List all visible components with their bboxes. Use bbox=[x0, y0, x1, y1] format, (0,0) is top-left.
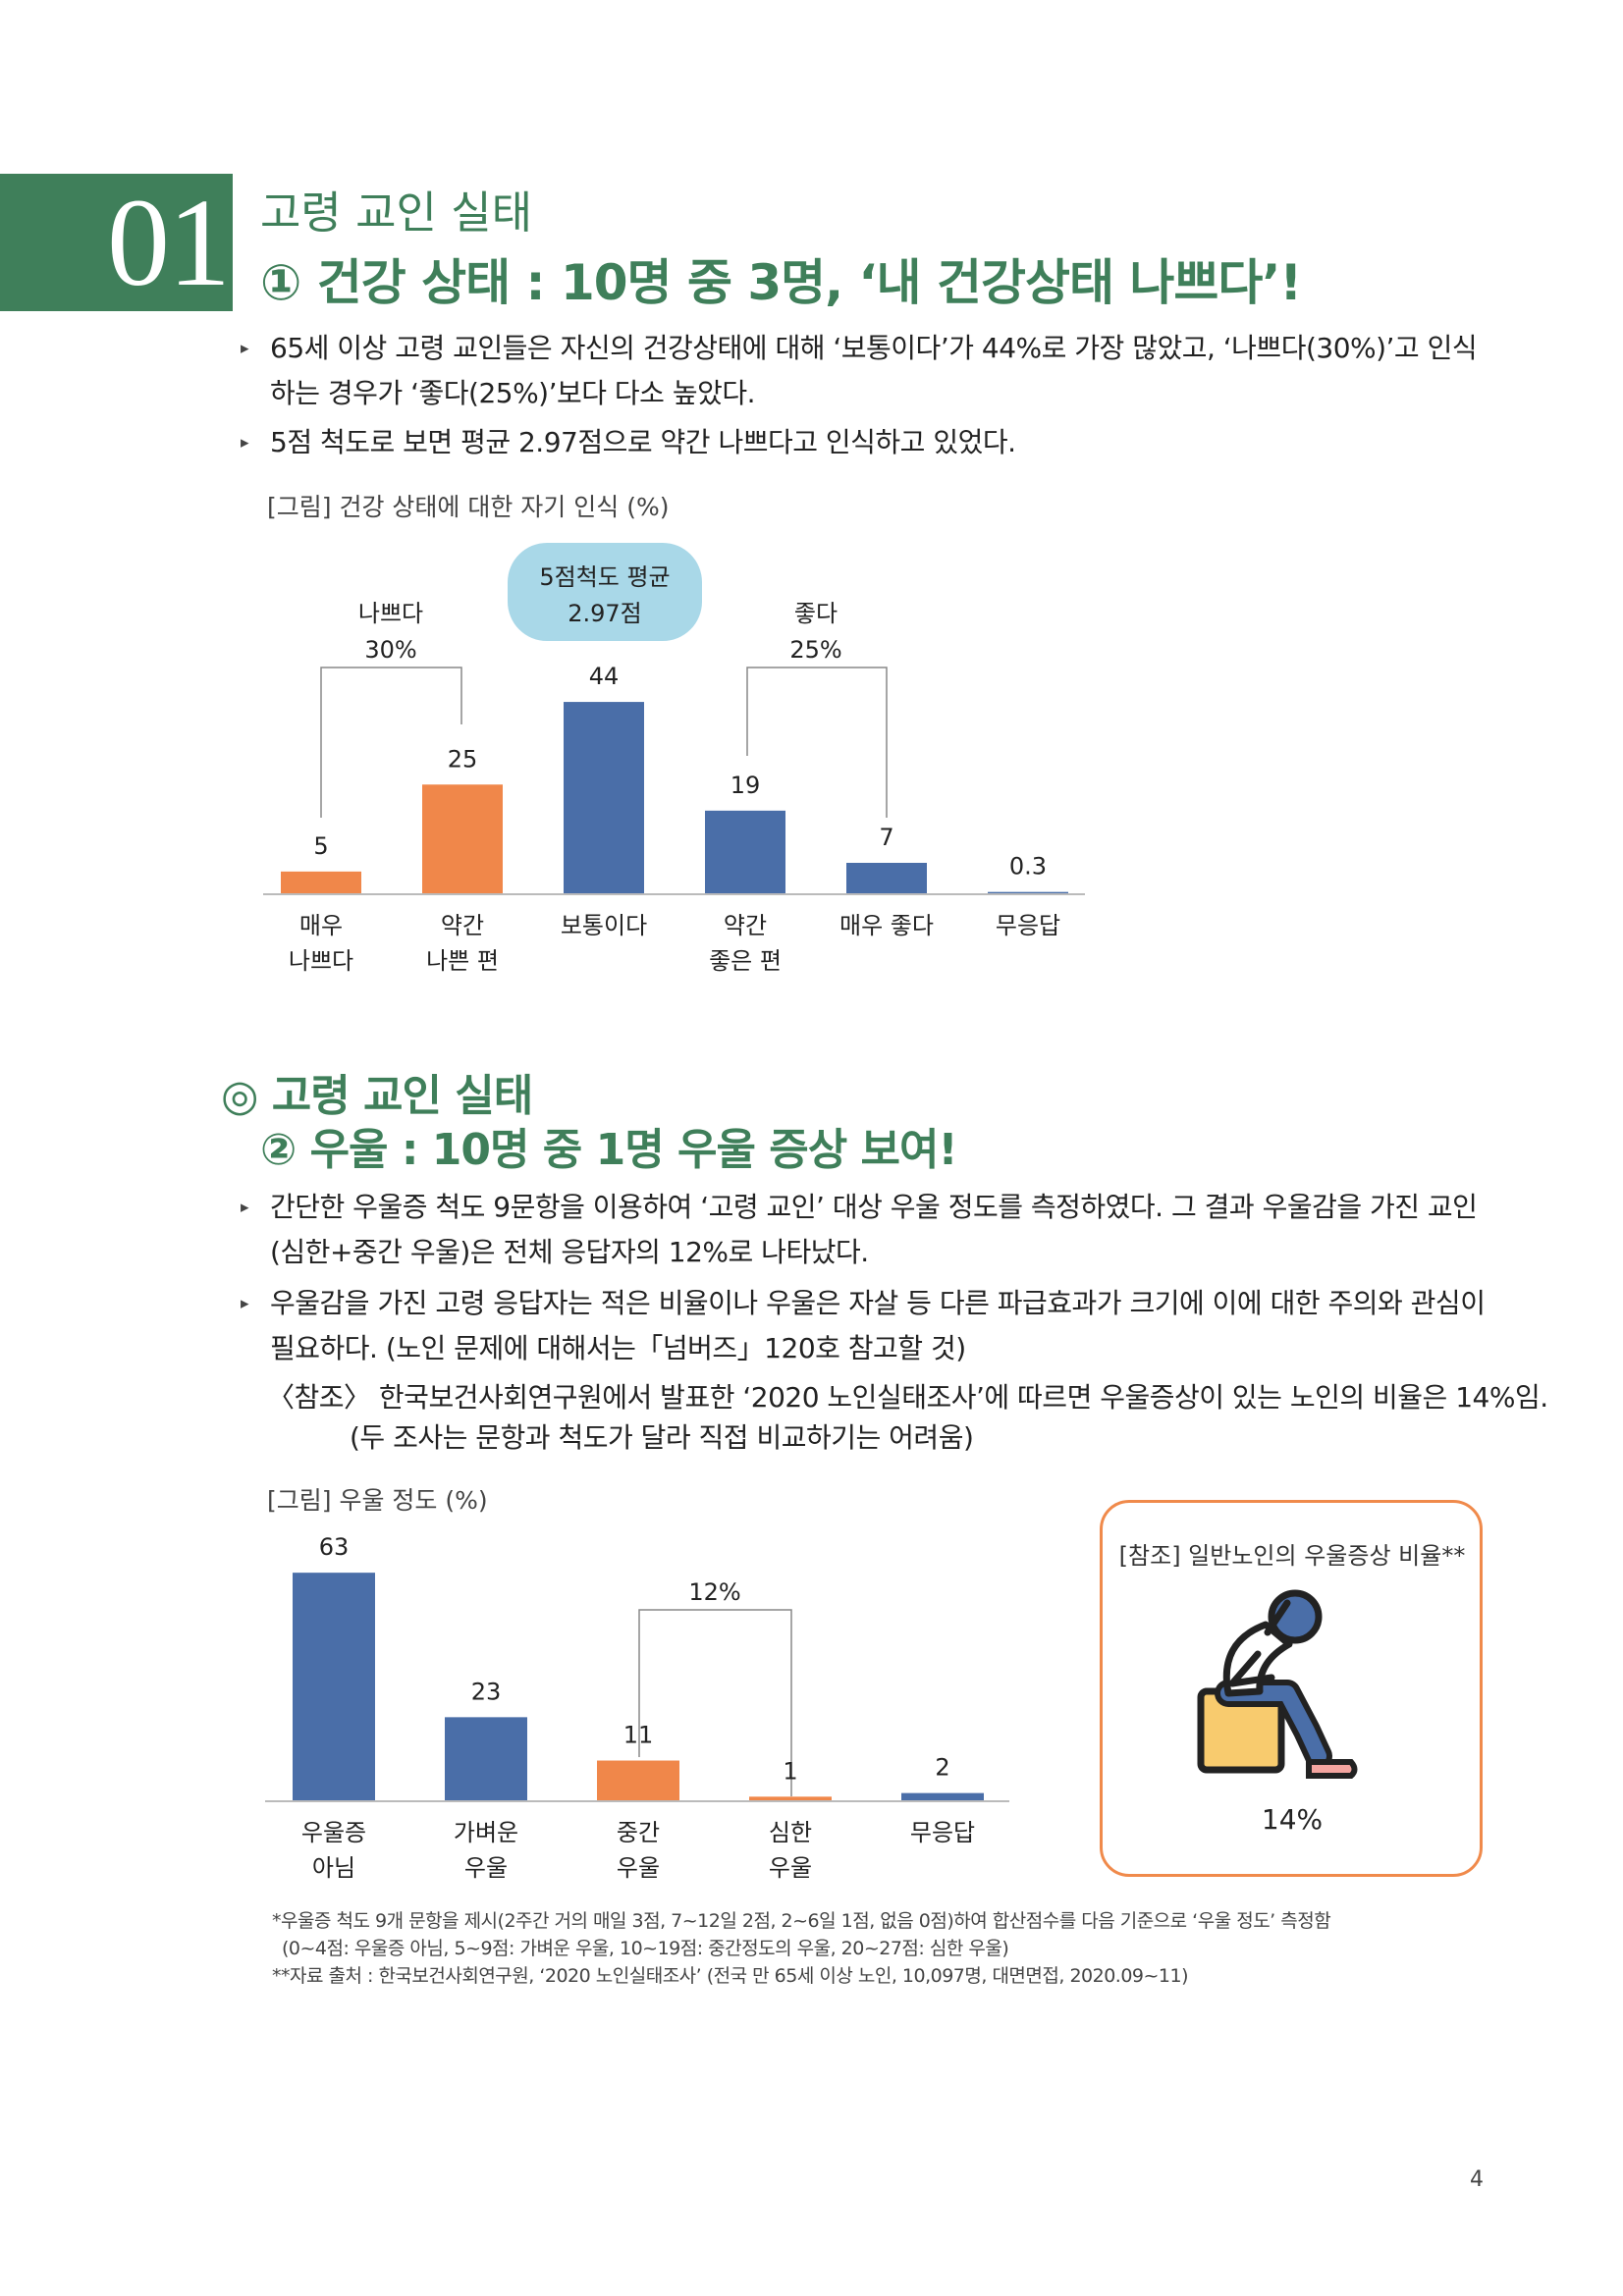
bullet-item: ▸ 65세 이상 고령 교인들은 자신의 건강상태에 대해 ‘보통이다’가 44… bbox=[241, 326, 1488, 416]
bullet-text: 우울감을 가진 고령 응답자는 적은 비율이나 우울은 자살 등 다른 파급효과… bbox=[270, 1287, 1486, 1364]
chart2-value-label: 11 bbox=[623, 1722, 654, 1749]
bad-group-pct: 30% bbox=[364, 636, 416, 664]
reference-box-value: 14% bbox=[1261, 1803, 1324, 1836]
section-number: 01 bbox=[0, 174, 233, 311]
bullet-text: 65세 이상 고령 교인들은 자신의 건강상태에 대해 ‘보통이다’가 44%로… bbox=[270, 332, 1478, 409]
chart1-category-label: 약간 bbox=[441, 912, 484, 939]
chart1-bar bbox=[422, 784, 503, 893]
bullet-item: ▸ 우울감을 가진 고령 응답자는 적은 비율이나 우울은 자살 등 다른 파급… bbox=[241, 1281, 1488, 1371]
average-label: 5점척도 평균 bbox=[539, 563, 670, 591]
chart1-value-label: 0.3 bbox=[1009, 853, 1047, 881]
chart1-category-label: 나쁜 편 bbox=[426, 947, 499, 975]
bad-group-label: 나쁘다 bbox=[358, 600, 423, 627]
bullet-item: ▸ 5점 척도로 보면 평균 2.97점으로 약간 나쁘다고 인식하고 있었다. bbox=[241, 420, 1488, 465]
chart1-value-label: 44 bbox=[589, 663, 620, 690]
average-bubble bbox=[508, 543, 702, 641]
chart1-bar bbox=[988, 891, 1068, 893]
reference-box: [참조] 일반노인의 우울증상 비율** 14% bbox=[1100, 1500, 1483, 1877]
chart1-category-label: 보통이다 bbox=[561, 912, 647, 939]
reference-box-title: [참조] 일반노인의 우울증상 비율** bbox=[1118, 1542, 1466, 1570]
chart1-value-label: 25 bbox=[448, 745, 478, 773]
bullet-text: 5점 척도로 보면 평균 2.97점으로 약간 나쁘다고 인식하고 있었다. bbox=[270, 426, 1016, 458]
depressed-bracket-pct: 12% bbox=[688, 1578, 740, 1606]
chart1-caption: [그림] 건강 상태에 대한 자기 인식 (%) bbox=[267, 493, 670, 521]
chart1-category-label: 매우 좋다 bbox=[839, 912, 934, 939]
chart2-category-label: 중간 bbox=[617, 1819, 660, 1846]
chart2-value-label: 63 bbox=[319, 1533, 350, 1561]
bullet-icon: ▸ bbox=[241, 433, 249, 453]
chart1-bar bbox=[846, 862, 927, 893]
chart2-category-label: 아님 bbox=[312, 1854, 355, 1882]
chart2-bar bbox=[597, 1760, 679, 1800]
chart1-category-label: 무응답 bbox=[996, 912, 1060, 939]
bullet-icon: ▸ bbox=[241, 339, 249, 358]
chart1-value-label: 5 bbox=[313, 832, 328, 860]
average-value: 2.97점 bbox=[568, 600, 642, 627]
bullet-item: ▸ 간단한 우울증 척도 9문항을 이용하여 ‘고령 교인’ 대상 우울 정도를… bbox=[241, 1185, 1488, 1275]
chart2-value-label: 2 bbox=[935, 1754, 949, 1782]
chart1-category-label: 매우 bbox=[299, 912, 343, 939]
chart2-category-label: 가벼운 bbox=[454, 1819, 518, 1846]
section2-title: ◎ 고령 교인 실태 bbox=[221, 1071, 533, 1121]
depressed-person-icon bbox=[1197, 1589, 1358, 1779]
chart2-bar bbox=[293, 1573, 375, 1800]
good-bracket bbox=[746, 667, 888, 818]
chart2-category-label: 우울증 bbox=[301, 1819, 366, 1846]
bad-bracket bbox=[320, 667, 462, 818]
good-group-label: 좋다 bbox=[794, 600, 838, 627]
chart1-value-label: 19 bbox=[730, 772, 761, 799]
chart1-bar bbox=[564, 702, 644, 893]
depressed-bracket bbox=[638, 1609, 792, 1796]
chart1-category-label: 좋은 편 bbox=[709, 947, 782, 975]
chart2-category-label: 무응답 bbox=[910, 1819, 975, 1846]
section2-subtitle: ② 우울 : 10명 중 1명 우울 증상 보여! bbox=[260, 1125, 958, 1175]
chart1-bar bbox=[705, 810, 785, 893]
chart2-value-label: 1 bbox=[783, 1757, 797, 1785]
health-chart: 5점척도 평균 2.97점 나쁘다 30% 좋다 25% 5매우나쁘다25약간나… bbox=[263, 543, 1085, 975]
chart2-category-label: 우울 bbox=[769, 1854, 812, 1882]
chart2-bar bbox=[749, 1796, 832, 1800]
chart2-bar bbox=[901, 1792, 984, 1800]
chart1-category-label: 약간 bbox=[724, 912, 767, 939]
footnote-2: (0~4점: 우울증 아님, 5~9점: 가벼운 우울, 10~19점: 중간정… bbox=[282, 1938, 1009, 1959]
chart2-caption: [그림] 우울 정도 (%) bbox=[267, 1486, 488, 1515]
reference-note-2: (두 조사는 문항과 척도가 달라 직접 비교하기는 어려움) bbox=[350, 1421, 974, 1454]
chart1-category-label: 나쁘다 bbox=[289, 947, 353, 975]
bullet-icon: ▸ bbox=[241, 1294, 249, 1313]
page-number: 4 bbox=[1470, 2167, 1484, 2192]
footnote-3: **자료 출처 : 한국보건사회연구원, ‘2020 노인실태조사’ (전국 만… bbox=[272, 1965, 1189, 1987]
bullet-icon: ▸ bbox=[241, 1198, 249, 1217]
chart1-value-label: 7 bbox=[879, 824, 893, 851]
bullet-text: 간단한 우울증 척도 9문항을 이용하여 ‘고령 교인’ 대상 우울 정도를 측… bbox=[270, 1191, 1478, 1268]
good-group-pct: 25% bbox=[789, 636, 841, 664]
chart2-bar bbox=[445, 1717, 527, 1800]
chart1-bar bbox=[281, 871, 361, 893]
section-subtitle: 고령 교인 실태 bbox=[260, 187, 533, 239]
section-title: ① 건강 상태 : 10명 중 3명, ‘내 건강상태 나쁘다’! bbox=[260, 254, 1302, 311]
chart2-value-label: 23 bbox=[471, 1678, 502, 1705]
chart2-category-label: 우울 bbox=[617, 1854, 660, 1882]
reference-note: 〈참조〉 한국보건사회연구원에서 발표한 ‘2020 노인실태조사’에 따르면 … bbox=[267, 1381, 1548, 1414]
footnote-1: *우울증 척도 9개 문항을 제시(2주간 거의 매일 3점, 7~12일 2점… bbox=[272, 1910, 1331, 1932]
chart2-category-label: 우울 bbox=[464, 1854, 508, 1882]
chart2-category-label: 심한 bbox=[769, 1819, 812, 1846]
